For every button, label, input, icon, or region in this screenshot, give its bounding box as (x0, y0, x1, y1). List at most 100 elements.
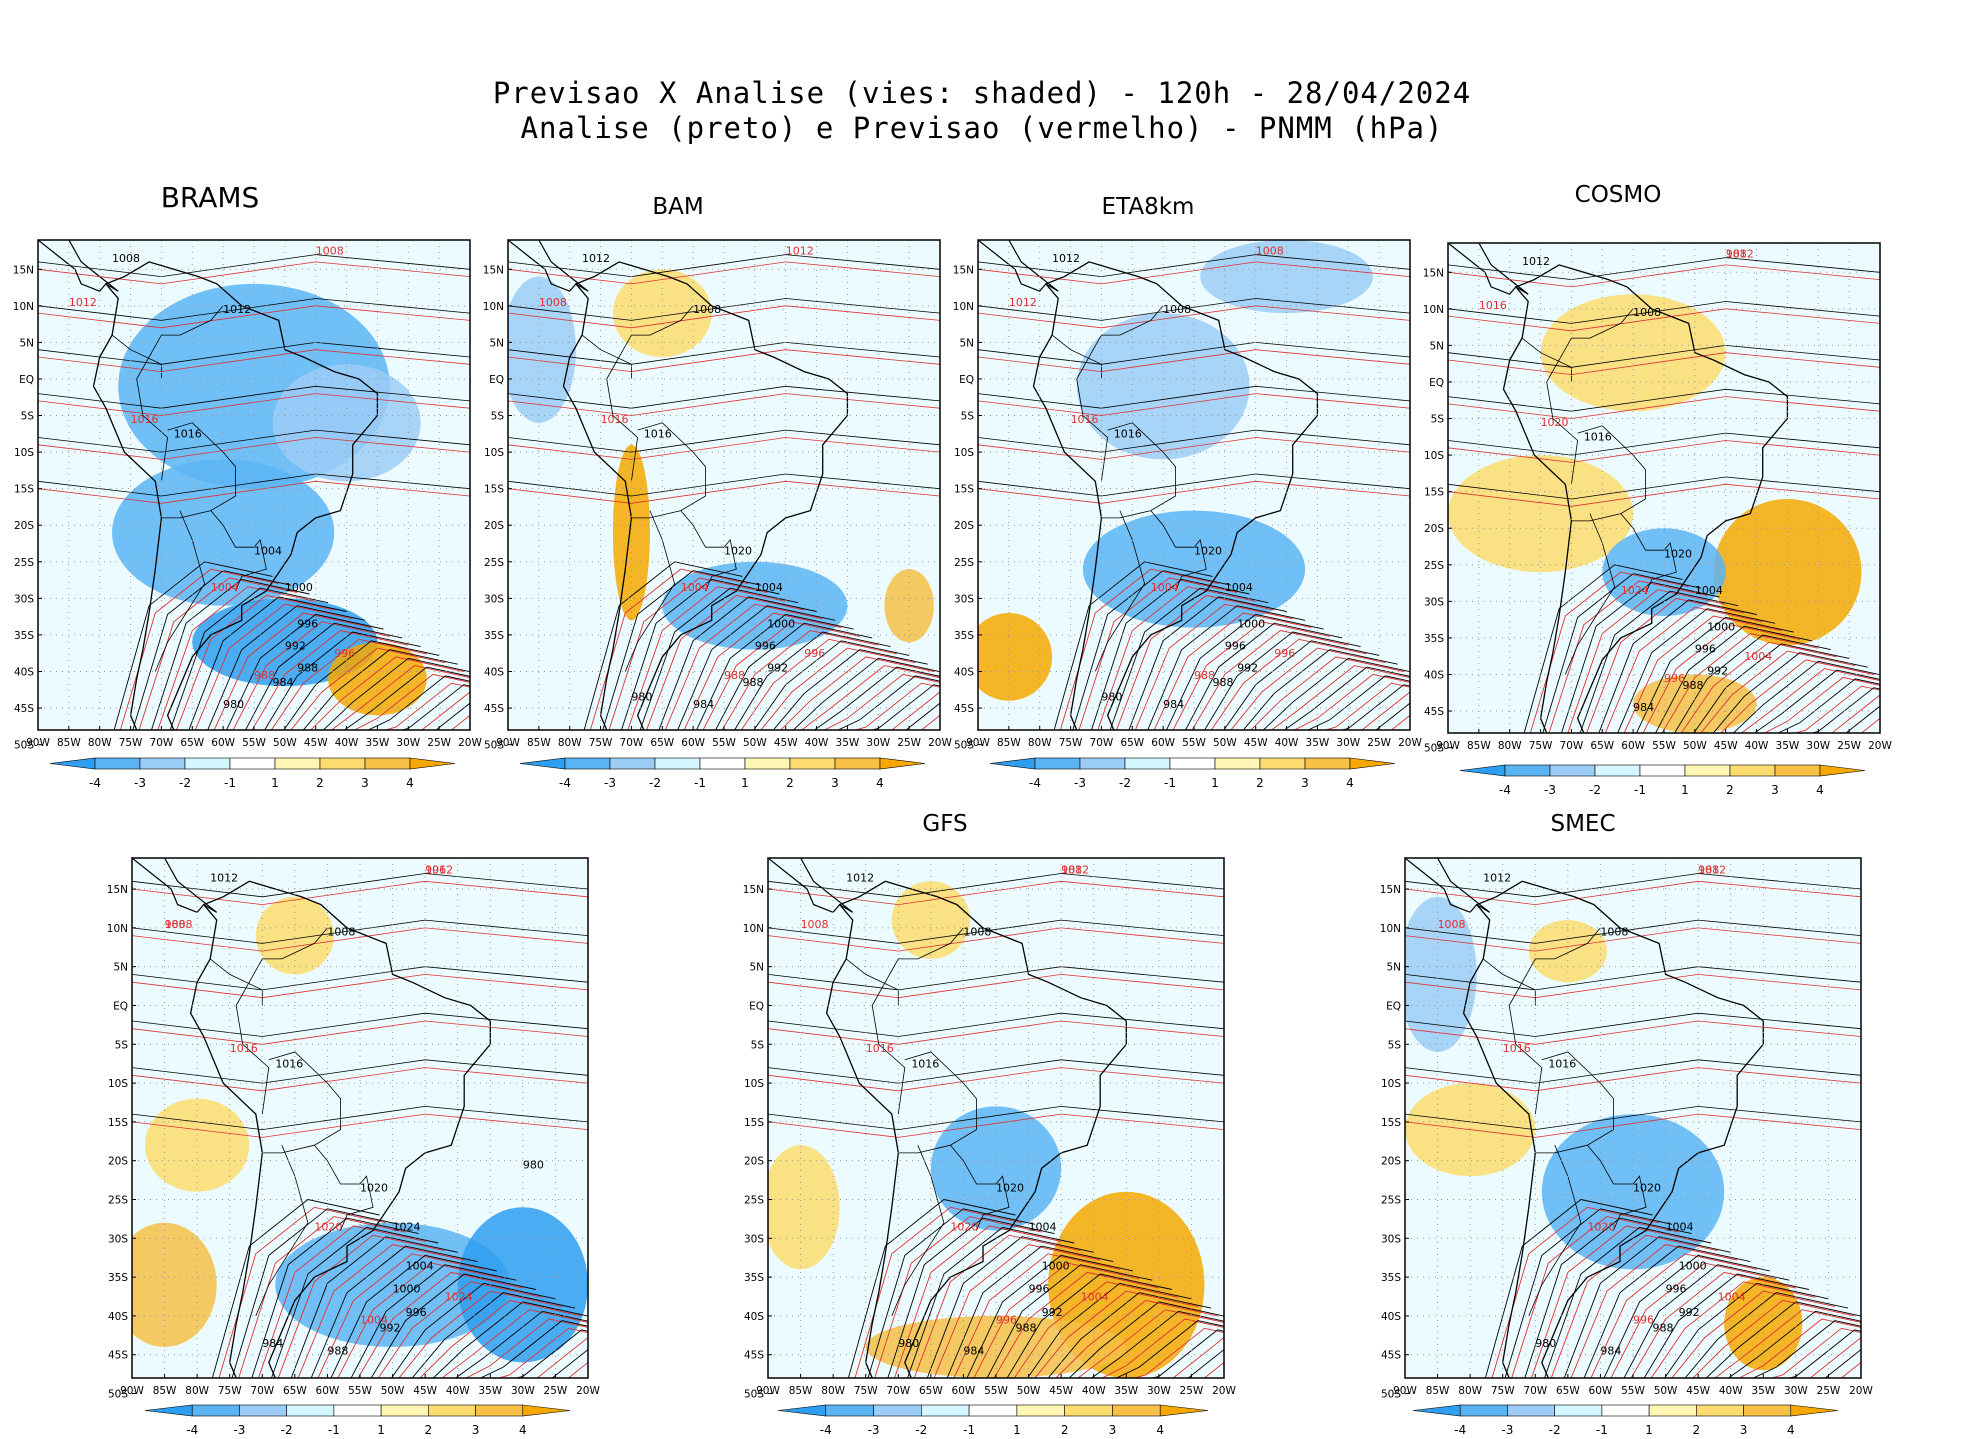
isobar-analysis (132, 1059, 588, 1084)
colorbar-tick-label: -1 (224, 776, 236, 790)
lon-tick-label: 90W (756, 1385, 780, 1397)
isobar-forecast (138, 577, 298, 730)
isobar-analysis (946, 1245, 1114, 1378)
forecast-label: 1020 (1587, 1221, 1615, 1234)
lat-tick-label: EQ (959, 374, 974, 386)
lat-tick-label: EQ (489, 374, 504, 386)
forecast-label: 988 (165, 918, 186, 931)
lat-tick-label: 5S (1431, 414, 1445, 426)
lat-tick-label: 15N (483, 264, 504, 276)
lat-tick-label: 20S (1381, 1156, 1401, 1168)
colorbar-swatch (139, 757, 186, 770)
colorbar-tick-label: -4 (186, 1423, 198, 1437)
country-border (1564, 513, 1616, 675)
isobar-label: 992 (1042, 1306, 1063, 1319)
lon-tick-label: 55W (242, 737, 266, 749)
isobar-analysis (1484, 1199, 1653, 1378)
isobar-analysis (1598, 599, 1757, 733)
colorbar: -4 -3 -2 -1 1 2 3 4 (1459, 764, 1866, 797)
lon-tick-label: 65W (1120, 737, 1144, 749)
lat-tick-label: 20S (744, 1156, 764, 1168)
lat-tick-label: 35S (1424, 633, 1444, 645)
colorbar-swatch (1790, 1404, 1839, 1417)
colorbar-swatch (1214, 757, 1261, 770)
country-border (1587, 1144, 1647, 1231)
isobar-forecast (1405, 1113, 1861, 1138)
colorbar-swatch (609, 757, 656, 770)
colorbar-swatch (654, 757, 701, 770)
isobar-forecast (1610, 1262, 1777, 1378)
lon-tick-label: 85W (57, 737, 81, 749)
forecast-label: 1004 (360, 1314, 388, 1327)
lat-tick-label: 15S (484, 484, 504, 496)
isobar-analysis (132, 1105, 588, 1131)
colorbar-swatch (1507, 1404, 1555, 1417)
lon-tick-label: 30W (1147, 1385, 1171, 1397)
colorbar-swatch (428, 1404, 476, 1417)
colorbar-swatch (94, 757, 141, 770)
isobar-forecast (1153, 612, 1312, 730)
colorbar-swatch (49, 757, 96, 770)
isobar-label: 1004 (1695, 584, 1723, 597)
isobar-analysis (792, 657, 940, 730)
isobar-forecast (1097, 586, 1256, 730)
forecast-label: 1012 (425, 864, 453, 877)
isobar-analysis (602, 570, 762, 730)
isobar-forecast (1405, 973, 1861, 999)
country-border (314, 1144, 374, 1231)
country-border (950, 1144, 1010, 1231)
lat-tick-label: 50S (1381, 1389, 1401, 1401)
isobar-forecast (1405, 1020, 1861, 1045)
isobar-analysis (1563, 1236, 1731, 1378)
isobar-forecast (132, 973, 588, 999)
isobar-label: 1020 (1194, 544, 1222, 557)
isobar-analysis (38, 473, 470, 497)
bias-shading (884, 569, 934, 643)
country-border (1051, 334, 1102, 379)
isobar-analysis (370, 1273, 536, 1378)
lat-tick-label: 15N (107, 884, 128, 896)
lat-tick-label: 20S (954, 520, 974, 532)
isobar-forecast (1714, 1309, 1861, 1378)
lat-tick-label: 45S (1381, 1350, 1401, 1362)
isobar-analysis (966, 1254, 1133, 1378)
lat-tick-label: 50S (14, 740, 34, 752)
colorbar-swatch (184, 757, 231, 770)
lon-tick-label: 65W (1556, 1385, 1580, 1397)
isobar-forecast (508, 437, 940, 460)
colorbar-swatch (1016, 1404, 1065, 1417)
colorbar-tick-label: -3 (1074, 776, 1086, 790)
colorbar-swatch (1504, 764, 1551, 777)
isobar-analysis (583, 561, 743, 730)
forecast-label: 1004 (1081, 1290, 1109, 1303)
colorbar-tick-label: 3 (1301, 776, 1309, 790)
isobar-analysis (768, 1012, 1224, 1037)
lon-tick-label: 25W (897, 737, 921, 749)
lat-tick-label: 5N (113, 962, 128, 974)
lon-tick-label: 50W (273, 737, 297, 749)
isobar-forecast (297, 1244, 465, 1378)
colorbar-swatch (191, 1404, 240, 1417)
lon-tick-label: 65W (180, 737, 204, 749)
isobar-analysis (211, 1199, 380, 1378)
isobar-forecast (978, 349, 1410, 373)
forecast-label: 1008 (165, 918, 193, 931)
colorbar: -4 -3 -2 -1 1 2 3 4 (144, 1404, 571, 1437)
isobar-forecast (1511, 1216, 1679, 1378)
isobar-analysis (1524, 1217, 1692, 1378)
colorbar-swatch (1124, 757, 1171, 770)
isobar-forecast (1570, 1244, 1738, 1378)
lat-tick-label: 15S (14, 484, 34, 496)
lat-tick-label: 10N (107, 923, 128, 935)
lat-tick-label: 25S (1424, 560, 1444, 572)
isobar-analysis (290, 1236, 458, 1378)
lon-tick-label: 70W (620, 737, 644, 749)
isobar-analysis (1053, 561, 1213, 730)
isobar-forecast (768, 1067, 1224, 1092)
coastline (189, 880, 491, 1378)
lat-tick-label: 45S (954, 703, 974, 715)
colorbar-tick-label: 4 (406, 776, 414, 790)
country-border (161, 422, 236, 519)
colorbar-swatch (1594, 764, 1641, 777)
